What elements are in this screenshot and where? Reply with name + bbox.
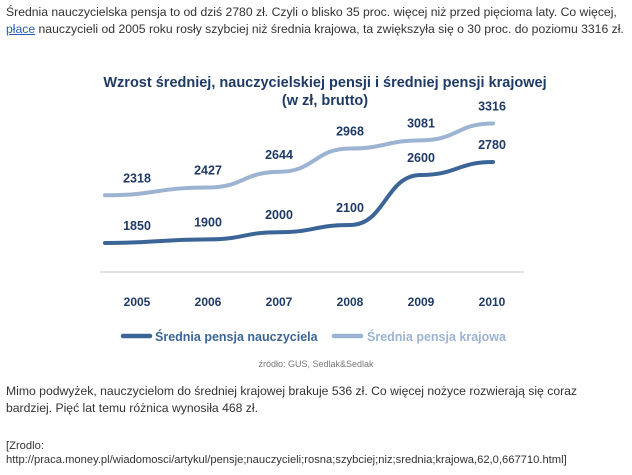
source-label: [Zrodlo: bbox=[6, 440, 44, 452]
data-label-teachers: 2100 bbox=[336, 201, 364, 215]
data-label-national: 3081 bbox=[407, 116, 435, 130]
data-label-teachers: 2000 bbox=[265, 208, 293, 222]
chart-subtitle: (w zł, brutto) bbox=[282, 93, 368, 109]
outro-paragraph: Mimo podwyżek, nauczycielom do średniej … bbox=[6, 384, 578, 415]
data-label-national: 2318 bbox=[123, 171, 151, 185]
series-layer: 1850 1900 2000 2100 2600 2780 2318 2427 2644 2968… bbox=[103, 99, 506, 245]
data-label-teachers: 1900 bbox=[194, 215, 222, 229]
series-line-national bbox=[103, 121, 495, 198]
data-label-national: 2644 bbox=[265, 148, 293, 162]
legend-label-national: Średnia pensja krajowa bbox=[367, 329, 507, 344]
chart-source-note: źródło: GUS, Sedlak&Sedlak bbox=[258, 359, 374, 369]
data-label-teachers: 2780 bbox=[478, 138, 506, 152]
data-label-teachers: 1850 bbox=[123, 219, 151, 233]
data-label-national: 2427 bbox=[194, 163, 222, 177]
salary-line-chart: Wzrost średniej, nauczycielskiej pensji … bbox=[100, 75, 547, 369]
source-block: [Zrodlo: http://praca.money.pl/wiadomosc… bbox=[6, 439, 632, 467]
x-tick-label: 2008 bbox=[337, 295, 364, 309]
series-line-teachers bbox=[103, 160, 495, 245]
data-label-teachers: 2600 bbox=[407, 151, 435, 165]
intro-paragraph: Średnia nauczycielska pensja to od dziś … bbox=[6, 4, 626, 38]
legend-label-teachers: Średnia pensja nauczyciela bbox=[155, 329, 319, 344]
x-axis-ticks: 2005 2006 2007 2008 2009 2010 bbox=[124, 295, 506, 309]
x-tick-label: 2006 bbox=[195, 295, 222, 309]
intro-text-start: Średnia nauczycielska pensja to od dziś … bbox=[6, 5, 617, 19]
data-label-national: 2968 bbox=[336, 125, 364, 139]
salaries-link[interactable]: płace bbox=[6, 22, 36, 36]
x-tick-label: 2010 bbox=[479, 295, 506, 309]
data-label-national: 3316 bbox=[478, 99, 506, 113]
x-tick-label: 2005 bbox=[124, 295, 151, 309]
x-tick-label: 2007 bbox=[266, 295, 293, 309]
x-tick-label: 2009 bbox=[408, 295, 435, 309]
intro-text-end: nauczycieli od 2005 roku rosły szybciej … bbox=[35, 22, 624, 36]
legend: Średnia pensja nauczyciela Średnia pensj… bbox=[120, 329, 507, 344]
chart-title: Wzrost średniej, nauczycielskiej pensji … bbox=[103, 75, 546, 91]
source-url: http://praca.money.pl/wiadomosci/artykul… bbox=[6, 454, 567, 466]
